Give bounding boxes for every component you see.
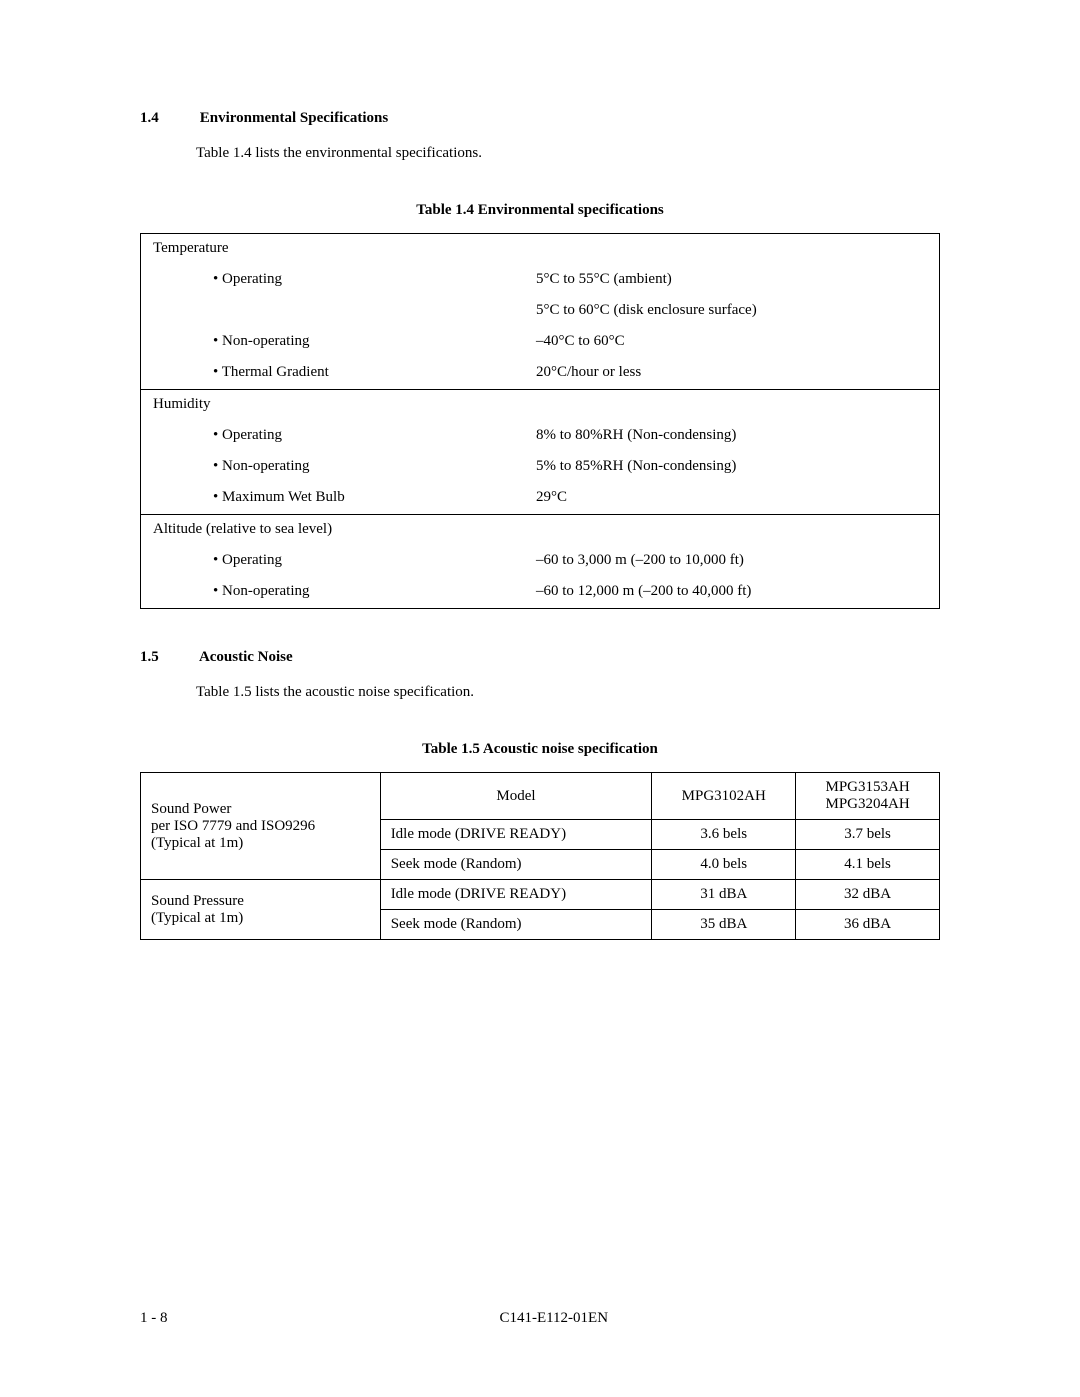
page-footer: 1 - 8 C141-E112-01EN xyxy=(140,1310,940,1327)
environmental-table: Temperature Operating 5°C to 55°C (ambie… xyxy=(140,233,940,609)
humidity-operating-val: 8% to 80%RH (Non-condensing) xyxy=(524,421,939,452)
acoustic-table: Sound Power per ISO 7779 and ISO9296 (Ty… xyxy=(140,772,940,940)
temp-operating-val1: 5°C to 55°C (ambient) xyxy=(524,265,939,296)
humidity-heading: Humidity xyxy=(141,390,525,422)
section-1-4-title: Environmental Specifications xyxy=(200,110,388,126)
temp-operating-label: Operating xyxy=(153,271,512,288)
altitude-nonop-val: –60 to 12,000 m (–200 to 40,000 ft) xyxy=(524,577,939,609)
sp-idle-label: Idle mode (DRIVE READY) xyxy=(380,820,652,850)
temp-heading: Temperature xyxy=(141,234,525,266)
header-col3b: MPG3204AH xyxy=(825,796,909,812)
humidity-operating-label: Operating xyxy=(153,427,512,444)
spr-idle-c3: 32 dBA xyxy=(796,880,940,910)
footer-page-number: 1 - 8 xyxy=(140,1310,168,1327)
section-1-4-intro: Table 1.4 lists the environmental specif… xyxy=(196,145,940,162)
temp-grad-val: 20°C/hour or less xyxy=(524,358,939,390)
sound-power-l3: (Typical at 1m) xyxy=(151,835,243,851)
sound-pressure-l2: (Typical at 1m) xyxy=(151,910,243,926)
section-1-4-heading: 1.4 Environmental Specifications xyxy=(140,110,940,127)
sound-power-label: Sound Power per ISO 7779 and ISO9296 (Ty… xyxy=(141,773,381,880)
table-1-4-caption: Table 1.4 Environmental specifications xyxy=(140,202,940,219)
temp-grad-label: Thermal Gradient xyxy=(153,364,512,381)
temp-nonop-val: –40°C to 60°C xyxy=(524,327,939,358)
sp-seek-c3: 4.1 bels xyxy=(796,850,940,880)
spr-seek-c2: 35 dBA xyxy=(652,910,796,940)
sound-power-l1: Sound Power xyxy=(151,801,231,817)
temp-nonop-label: Non-operating xyxy=(153,333,512,350)
sp-idle-c3: 3.7 bels xyxy=(796,820,940,850)
humidity-wet-val: 29°C xyxy=(524,483,939,515)
section-1-4-number: 1.4 xyxy=(140,110,196,127)
header-col3a: MPG3153AH xyxy=(825,779,909,795)
humidity-nonop-val: 5% to 85%RH (Non-condensing) xyxy=(524,452,939,483)
header-col2: MPG3102AH xyxy=(652,773,796,820)
section-1-5-heading: 1.5 Acoustic Noise xyxy=(140,649,940,666)
sp-seek-c2: 4.0 bels xyxy=(652,850,796,880)
header-model: Model xyxy=(380,773,652,820)
section-1-5-number: 1.5 xyxy=(140,649,196,666)
spr-seek-c3: 36 dBA xyxy=(796,910,940,940)
table-1-5-caption: Table 1.5 Acoustic noise specification xyxy=(140,741,940,758)
sound-power-l2: per ISO 7779 and ISO9296 xyxy=(151,818,315,834)
sound-pressure-l1: Sound Pressure xyxy=(151,893,244,909)
humidity-nonop-label: Non-operating xyxy=(153,458,512,475)
altitude-nonop-label: Non-operating xyxy=(153,583,512,600)
page: 1.4 Environmental Specifications Table 1… xyxy=(0,0,1080,1397)
temp-operating-val2: 5°C to 60°C (disk enclosure surface) xyxy=(524,296,939,327)
altitude-operating-val: –60 to 3,000 m (–200 to 10,000 ft) xyxy=(524,546,939,577)
sp-seek-label: Seek mode (Random) xyxy=(380,850,652,880)
section-1-5-title: Acoustic Noise xyxy=(199,649,293,665)
footer-doc-id: C141-E112-01EN xyxy=(140,1310,940,1327)
altitude-heading: Altitude (relative to sea level) xyxy=(141,515,525,547)
sp-idle-c2: 3.6 bels xyxy=(652,820,796,850)
spr-idle-label: Idle mode (DRIVE READY) xyxy=(380,880,652,910)
spr-seek-label: Seek mode (Random) xyxy=(380,910,652,940)
altitude-operating-label: Operating xyxy=(153,552,512,569)
humidity-wet-label: Maximum Wet Bulb xyxy=(153,489,512,506)
section-1-5-intro: Table 1.5 lists the acoustic noise speci… xyxy=(196,684,940,701)
header-col3: MPG3153AH MPG3204AH xyxy=(796,773,940,820)
spr-idle-c2: 31 dBA xyxy=(652,880,796,910)
sound-pressure-label: Sound Pressure (Typical at 1m) xyxy=(141,880,381,940)
